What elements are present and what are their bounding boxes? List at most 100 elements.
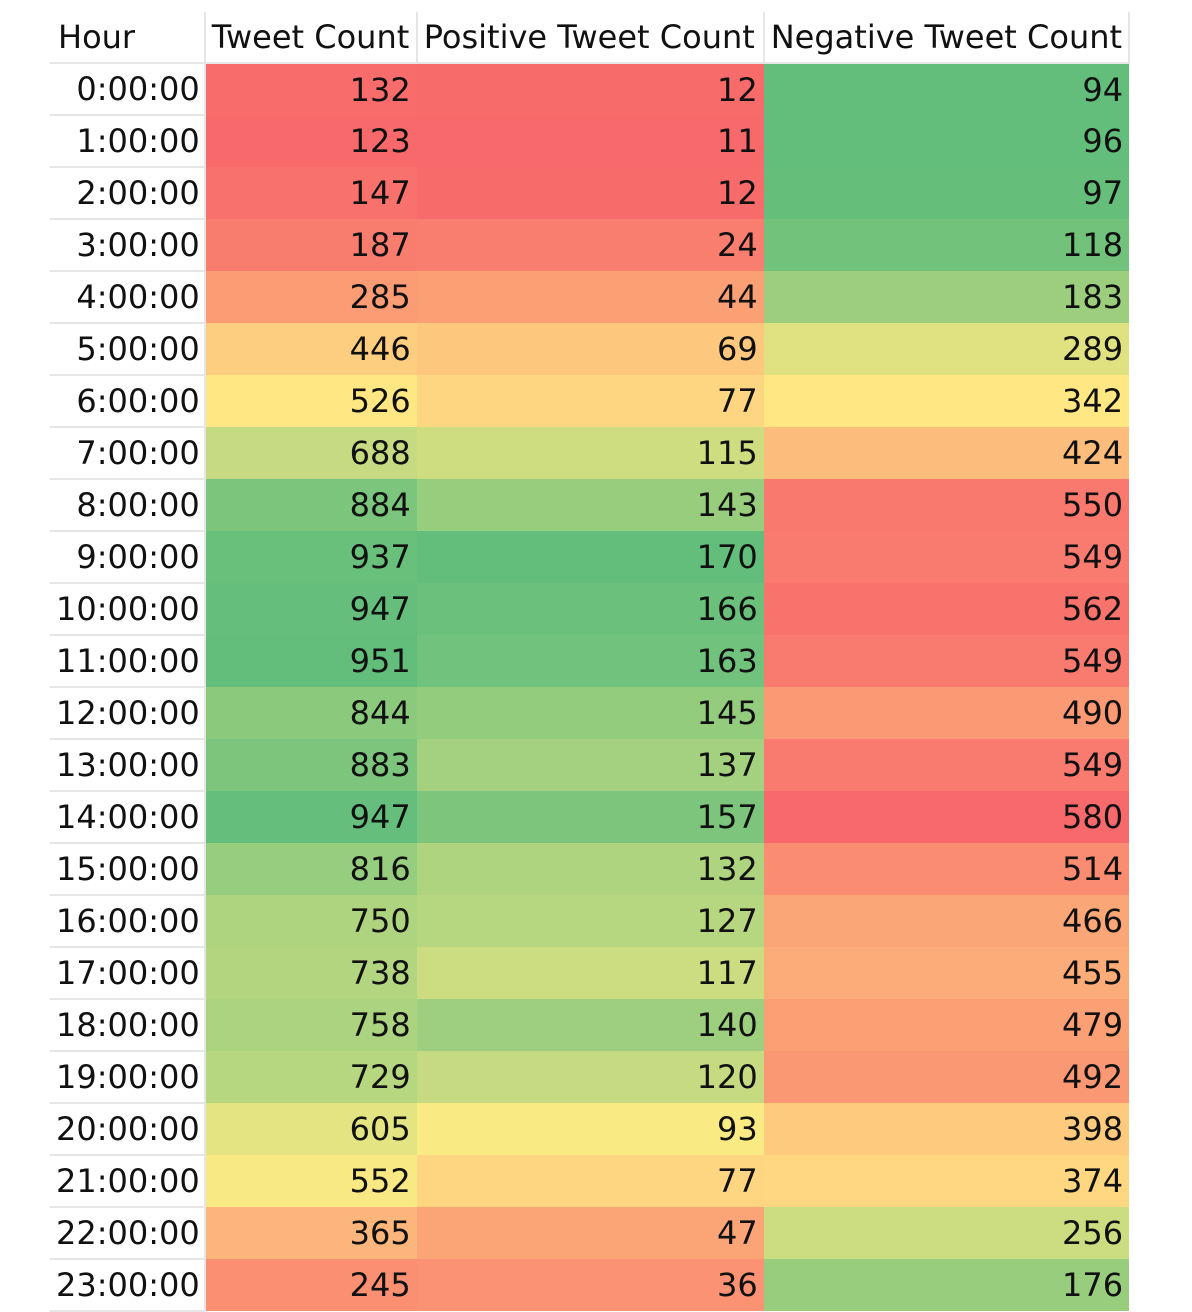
table-row: 19:00:00 729 120 492 (50, 1051, 1130, 1104)
column-header-negative-tweet-count: Negative Tweet Count (763, 12, 1131, 64)
negative-tweet-count-cell: 398 (763, 1103, 1130, 1155)
negative-tweet-count-cell: 424 (763, 427, 1130, 479)
negative-tweet-count-cell: 96 (763, 115, 1130, 167)
negative-tweet-count-cell: 479 (763, 999, 1130, 1051)
negative-tweet-count-cell: 490 (763, 687, 1130, 739)
table-row: 3:00:00 187 24 118 (50, 219, 1130, 272)
table-row: 21:00:00 552 77 374 (50, 1155, 1130, 1208)
positive-tweet-count-cell: 120 (416, 1051, 764, 1103)
hour-cell: 23:00:00 (50, 1259, 206, 1312)
positive-tweet-count-cell: 115 (416, 427, 764, 479)
hour-cell: 0:00:00 (50, 63, 206, 116)
hour-cell: 9:00:00 (50, 531, 206, 584)
hour-cell: 18:00:00 (50, 999, 206, 1052)
tweet-count-cell: 245 (204, 1259, 417, 1311)
negative-tweet-count-cell: 118 (763, 219, 1130, 271)
hour-cell: 13:00:00 (50, 739, 206, 792)
positive-tweet-count-cell: 12 (416, 63, 764, 115)
positive-tweet-count-cell: 137 (416, 739, 764, 791)
positive-tweet-count-cell: 77 (416, 1155, 764, 1207)
positive-tweet-count-cell: 157 (416, 791, 764, 843)
positive-tweet-count-cell: 143 (416, 479, 764, 531)
table-row: 15:00:00 816 132 514 (50, 843, 1130, 896)
tweet-count-cell: 526 (204, 375, 417, 427)
positive-tweet-count-cell: 163 (416, 635, 764, 687)
column-header-hour: Hour (50, 12, 206, 64)
hour-cell: 17:00:00 (50, 947, 206, 1000)
table-row: 11:00:00 951 163 549 (50, 635, 1130, 688)
table-row: 23:00:00 245 36 176 (50, 1259, 1130, 1312)
hour-cell: 11:00:00 (50, 635, 206, 688)
tweet-count-cell: 132 (204, 63, 417, 115)
tweet-count-cell: 951 (204, 635, 417, 687)
tweet-count-cell: 123 (204, 115, 417, 167)
positive-tweet-count-cell: 140 (416, 999, 764, 1051)
table-row: 12:00:00 844 145 490 (50, 687, 1130, 740)
hour-cell: 14:00:00 (50, 791, 206, 844)
negative-tweet-count-cell: 492 (763, 1051, 1130, 1103)
negative-tweet-count-cell: 549 (763, 635, 1130, 687)
positive-tweet-count-cell: 77 (416, 375, 764, 427)
positive-tweet-count-cell: 127 (416, 895, 764, 947)
positive-tweet-count-cell: 44 (416, 271, 764, 323)
negative-tweet-count-cell: 580 (763, 791, 1130, 843)
tweet-count-cell: 947 (204, 583, 417, 635)
table-row: 14:00:00 947 157 580 (50, 791, 1130, 844)
table-row: 1:00:00 123 11 96 (50, 115, 1130, 168)
hour-cell: 1:00:00 (50, 115, 206, 168)
tweet-count-cell: 884 (204, 479, 417, 531)
hour-cell: 20:00:00 (50, 1103, 206, 1156)
negative-tweet-count-cell: 514 (763, 843, 1130, 895)
negative-tweet-count-cell: 549 (763, 531, 1130, 583)
hour-cell: 8:00:00 (50, 479, 206, 532)
positive-tweet-count-cell: 36 (416, 1259, 764, 1311)
negative-tweet-count-cell: 342 (763, 375, 1130, 427)
table-row: 0:00:00 132 12 94 (50, 63, 1130, 116)
column-header-tweet-count: Tweet Count (204, 12, 418, 64)
negative-tweet-count-cell: 94 (763, 63, 1130, 115)
negative-tweet-count-cell: 455 (763, 947, 1130, 999)
table-row: 6:00:00 526 77 342 (50, 375, 1130, 428)
table-row: 22:00:00 365 47 256 (50, 1207, 1130, 1260)
hour-cell: 7:00:00 (50, 427, 206, 480)
tweet-count-cell: 365 (204, 1207, 417, 1259)
table-row: 10:00:00 947 166 562 (50, 583, 1130, 636)
hour-cell: 22:00:00 (50, 1207, 206, 1260)
table-row: 2:00:00 147 12 97 (50, 167, 1130, 220)
hour-cell: 10:00:00 (50, 583, 206, 636)
negative-tweet-count-cell: 97 (763, 167, 1130, 219)
hour-cell: 2:00:00 (50, 167, 206, 220)
positive-tweet-count-cell: 93 (416, 1103, 764, 1155)
tweet-count-cell: 729 (204, 1051, 417, 1103)
hour-cell: 19:00:00 (50, 1051, 206, 1104)
tweet-count-cell: 147 (204, 167, 417, 219)
hour-cell: 15:00:00 (50, 843, 206, 896)
positive-tweet-count-cell: 170 (416, 531, 764, 583)
tweet-count-cell: 758 (204, 999, 417, 1051)
table-row: 16:00:00 750 127 466 (50, 895, 1130, 948)
hour-cell: 12:00:00 (50, 687, 206, 740)
tweet-count-cell: 187 (204, 219, 417, 271)
negative-tweet-count-cell: 562 (763, 583, 1130, 635)
negative-tweet-count-cell: 289 (763, 323, 1130, 375)
positive-tweet-count-cell: 166 (416, 583, 764, 635)
table-row: 17:00:00 738 117 455 (50, 947, 1130, 1000)
hour-cell: 4:00:00 (50, 271, 206, 324)
positive-tweet-count-cell: 47 (416, 1207, 764, 1259)
table-body: 0:00:00 132 12 94 1:00:00 123 11 96 2:00:00 147 12… (50, 63, 1130, 1312)
table-row: 5:00:00 446 69 289 (50, 323, 1130, 376)
table-row: 4:00:00 285 44 183 (50, 271, 1130, 324)
column-header-positive-tweet-count: Positive Tweet Count (416, 12, 765, 64)
tweet-count-cell: 552 (204, 1155, 417, 1207)
positive-tweet-count-cell: 145 (416, 687, 764, 739)
tweet-count-cell: 605 (204, 1103, 417, 1155)
hour-cell: 5:00:00 (50, 323, 206, 376)
table-row: 9:00:00 937 170 549 (50, 531, 1130, 584)
tweet-count-cell: 947 (204, 791, 417, 843)
tweet-count-cell: 883 (204, 739, 417, 791)
negative-tweet-count-cell: 549 (763, 739, 1130, 791)
header-row: Hour Tweet Count Positive Tweet Count Ne… (50, 12, 1131, 64)
hour-cell: 6:00:00 (50, 375, 206, 428)
hour-cell: 3:00:00 (50, 219, 206, 272)
negative-tweet-count-cell: 176 (763, 1259, 1130, 1311)
